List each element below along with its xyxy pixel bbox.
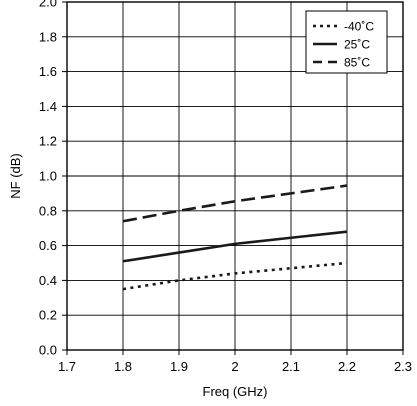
series-line-dashed (122, 184, 348, 223)
x-tick-label: 1.9 (170, 359, 188, 374)
y-tick-label: 0.8 (39, 203, 57, 218)
series-line-solid (122, 230, 348, 263)
legend-label: 85˚C (344, 56, 370, 70)
y-tick-label: 1.4 (39, 99, 57, 114)
series-layer (122, 184, 348, 291)
x-tick-label: 2.1 (282, 359, 300, 374)
x-axis-label: Freq (GHz) (203, 384, 268, 399)
y-tick-label: 1.8 (39, 29, 57, 44)
y-axis-label: NF (dB) (8, 153, 23, 199)
plot-border (66, 1, 404, 351)
series-line-dotted (122, 261, 348, 291)
x-tick-label: 2 (231, 359, 238, 374)
legend-label: -40˚C (344, 20, 374, 34)
legend: -40˚C 25˚C 85˚C (305, 10, 388, 74)
y-tick-label: 1.0 (39, 169, 57, 184)
x-tick-label: 2.2 (338, 359, 356, 374)
legend-label: 25˚C (344, 38, 370, 52)
y-tick-label: 1.6 (39, 64, 57, 79)
y-tick-label: 1.2 (39, 134, 57, 149)
x-tick-label: 2.3 (394, 359, 412, 374)
x-tick-labels: 1.7 1.8 1.9 2 2.1 2.2 2.3 (58, 359, 412, 374)
y-tick-label: 0.6 (39, 238, 57, 253)
y-tick-label: 0.4 (39, 273, 57, 288)
y-tick-labels: 0.0 0.2 0.4 0.6 0.8 1.0 1.2 1.4 1.6 1.8 2.0 (39, 0, 57, 358)
y-tick-label: 0.2 (39, 308, 57, 323)
x-tick-label: 1.7 (58, 359, 76, 374)
x-tick-label: 1.8 (114, 359, 132, 374)
y-tick-label: 2.0 (39, 0, 57, 10)
y-tick-label: 0.0 (39, 343, 57, 358)
